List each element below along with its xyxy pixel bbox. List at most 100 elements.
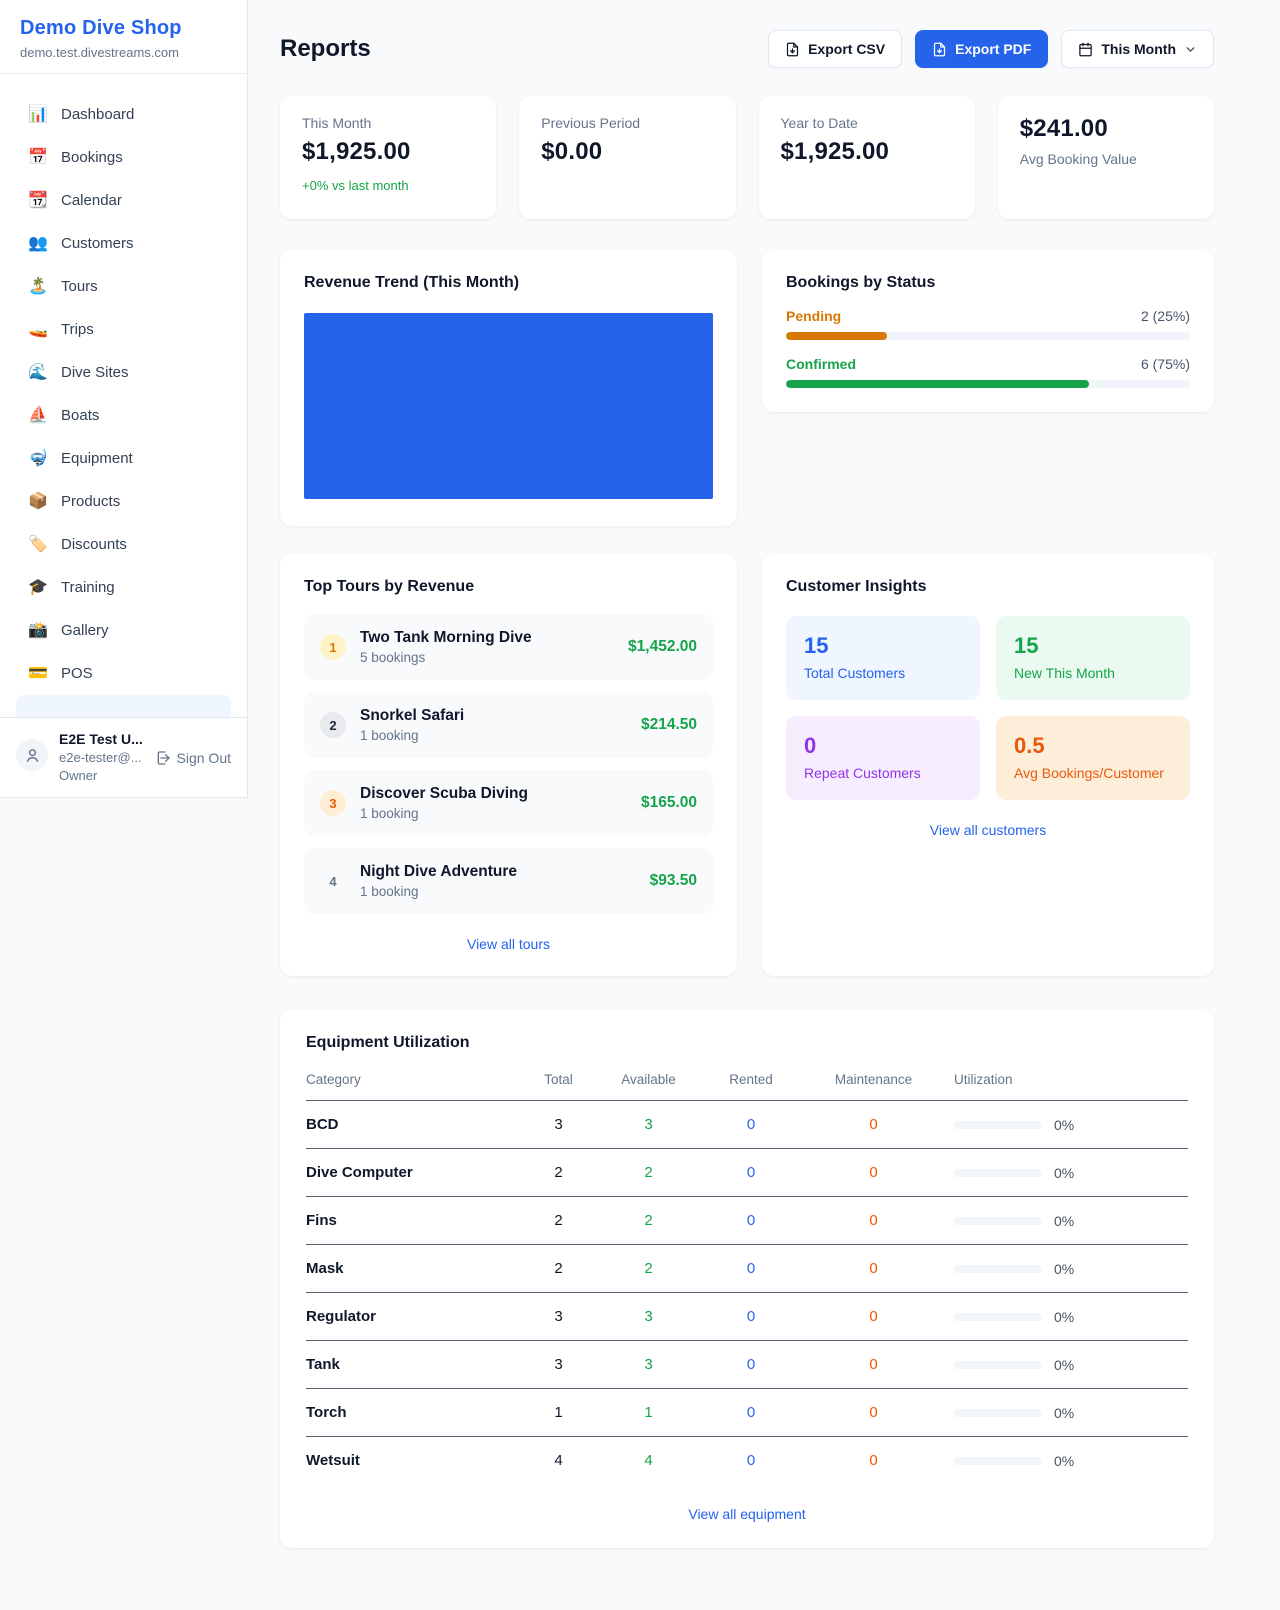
- top-tours-title: Top Tours by Revenue: [304, 578, 475, 595]
- customer-insights-card: Customer Insights 15 Total Customers 15 New…: [762, 554, 1214, 976]
- equipment-total: 1: [521, 1388, 596, 1437]
- revenue-trend-card: Revenue Trend (This Month): [280, 250, 737, 526]
- brand-domain: demo.test.divestreams.com: [20, 45, 179, 60]
- calendar-icon: 📆: [28, 191, 48, 209]
- status-line: Pending 2 (25%): [786, 308, 1190, 324]
- sidebar-item-label: Discounts: [61, 536, 127, 553]
- equipment-maintenance: 0: [801, 1244, 946, 1293]
- sidebar-item-boats[interactable]: ⛵ Boats: [12, 394, 235, 437]
- view-all-equipment-link[interactable]: View all equipment: [688, 1506, 806, 1522]
- sidebar-item-label: Calendar: [61, 192, 122, 209]
- revenue-trend-title: Revenue Trend (This Month): [304, 274, 520, 291]
- equipment-utilization: 0%: [946, 1437, 1188, 1485]
- stat-label: Previous Period: [541, 115, 641, 131]
- sidebar-item-training[interactable]: 🎓 Training: [12, 566, 235, 609]
- sidebar-item-discounts[interactable]: 🏷️ Discounts: [12, 523, 235, 566]
- sidebar-item-active-partial[interactable]: [16, 695, 231, 717]
- utilization-bar: [954, 1120, 1042, 1129]
- file-download-icon: [933, 42, 946, 56]
- equipment-row-bcd: BCD 3 3 0 0 0%: [306, 1100, 1188, 1149]
- tour-revenue: $214.50: [640, 716, 697, 733]
- utilization-wrap: 0%: [954, 1261, 1188, 1277]
- equipment-total: 4: [554, 1452, 563, 1469]
- equipment-rented: 0: [701, 1388, 801, 1437]
- sidebar-item-calendar[interactable]: 📆 Calendar: [12, 179, 235, 222]
- charts-row: Revenue Trend (This Month) Bookings by S…: [280, 250, 1214, 526]
- user-meta: E2E Test U... e2e-tester@... Owner: [59, 731, 144, 783]
- sidebar-item-label: Products: [61, 493, 121, 510]
- equipment-rented: 0: [746, 1452, 756, 1469]
- status-row-pending: Pending 2 (25%): [786, 308, 1190, 340]
- view-all-customers-link[interactable]: View all customers: [929, 822, 1047, 838]
- sidebar-item-gallery[interactable]: 📸 Gallery: [12, 609, 235, 652]
- equipment-row-dive-computer: Dive Computer 2 2 0 0 0%: [306, 1148, 1188, 1197]
- tour-revenue: $1,452.00: [628, 638, 697, 655]
- sidebar-item-label: Training: [61, 579, 115, 596]
- utilization-wrap: 0%: [954, 1357, 1188, 1373]
- sidebar: Demo Dive Shop demo.test.divestreams.com…: [0, 0, 248, 798]
- tour-row-two-tank-morning-dive: 1 Two Tank Morning Dive 5 bookings $1,452.0…: [304, 614, 713, 680]
- insight-value: 0: [804, 733, 817, 758]
- sidebar-item-pos[interactable]: 💳 POS: [12, 652, 235, 695]
- stat-label: Avg Booking Value: [1019, 151, 1137, 167]
- tour-info: Discover Scuba Diving 1 booking: [360, 785, 627, 821]
- view-all-tours-link[interactable]: View all tours: [466, 936, 550, 952]
- utilization-wrap: 0%: [954, 1117, 1188, 1133]
- equipment-rented: 0: [701, 1100, 801, 1149]
- insight-value: 15: [804, 633, 829, 658]
- products-icon: 📦: [28, 492, 48, 510]
- equipment-utilization: 0%: [946, 1292, 1188, 1341]
- utilization-bar: [954, 1312, 1042, 1321]
- sidebar-item-dive-sites[interactable]: 🌊 Dive Sites: [12, 351, 235, 394]
- stat-value: $241.00: [1019, 115, 1108, 142]
- equipment-row-wetsuit: Wetsuit 4 4 0 0 0%: [306, 1437, 1188, 1485]
- sidebar-item-equipment[interactable]: 🤿 Equipment: [12, 437, 235, 480]
- rank-badge: 4: [329, 873, 337, 889]
- export-csv-button[interactable]: Export CSV: [768, 30, 903, 68]
- sidebar-item-label: Tours: [61, 278, 98, 295]
- sidebar-item-dashboard[interactable]: 📊 Dashboard: [12, 93, 235, 136]
- sidebar-item-tours[interactable]: 🏝️ Tours: [12, 265, 235, 308]
- sidebar-item-customers[interactable]: 👥 Customers: [12, 222, 235, 265]
- equipment-category: Regulator: [306, 1292, 521, 1341]
- utilization-bar: [954, 1456, 1042, 1465]
- equipment-total: 2: [521, 1148, 596, 1197]
- bookings-by-status-card: Bookings by Status Pending 2 (25%) Confirm…: [762, 250, 1214, 412]
- equipment-total: 3: [521, 1292, 596, 1341]
- stat-card-this-month: This Month $1,925.00 +0% vs last month: [280, 96, 497, 219]
- sidebar-nav: 📊 Dashboard 📅 Bookings 📆 Calendar 👥 Customers 🏝️…: [0, 74, 247, 717]
- equipment-total: 2: [521, 1196, 596, 1245]
- sidebar-item-bookings[interactable]: 📅 Bookings: [12, 136, 235, 179]
- equipment-icon: 🤿: [28, 449, 48, 467]
- insight-tile-avg-bookings-customer: 0.5 Avg Bookings/Customer: [996, 716, 1190, 800]
- export-pdf-button[interactable]: Export PDF: [915, 30, 1049, 68]
- rank-badge: 1: [320, 634, 346, 660]
- utilization-percent: 0%: [1054, 1452, 1075, 1469]
- column-header-total: Total: [521, 1072, 596, 1101]
- sidebar-item-label: Dive Sites: [61, 364, 129, 381]
- status-bar-track: [786, 332, 1190, 340]
- status-row-confirmed: Confirmed 6 (75%): [786, 356, 1190, 388]
- customers-icon: 👥: [28, 234, 48, 252]
- utilization-bar: [954, 1360, 1042, 1369]
- equipment-total: 3: [521, 1100, 596, 1149]
- rank-badge: 2: [320, 712, 346, 738]
- status-label: Confirmed: [786, 356, 856, 372]
- pos-icon: 💳: [28, 664, 48, 682]
- equipment-total: 3: [521, 1340, 596, 1389]
- stat-label: Year to Date: [780, 115, 858, 131]
- stat-card-previous-period: Previous Period $0.00: [519, 96, 736, 219]
- status-label: Pending: [786, 308, 842, 324]
- sign-out-button[interactable]: Sign Out: [155, 750, 231, 766]
- period-dropdown[interactable]: This Month: [1061, 30, 1214, 68]
- tour-revenue: $165.00: [640, 794, 697, 811]
- equipment-category: Fins: [306, 1196, 521, 1245]
- equipment-row-regulator: Regulator 3 3 0 0 0%: [306, 1292, 1188, 1341]
- sidebar-item-trips[interactable]: 🚤 Trips: [12, 308, 235, 351]
- calendar-icon: [1079, 42, 1093, 56]
- customer-insights-title: Customer Insights: [786, 578, 927, 595]
- equipment-rented: 0: [701, 1196, 801, 1245]
- user-role: Owner: [59, 768, 98, 783]
- sidebar-item-products[interactable]: 📦 Products: [12, 480, 235, 523]
- mid-row: Top Tours by Revenue 1 Two Tank Morning D…: [280, 554, 1214, 976]
